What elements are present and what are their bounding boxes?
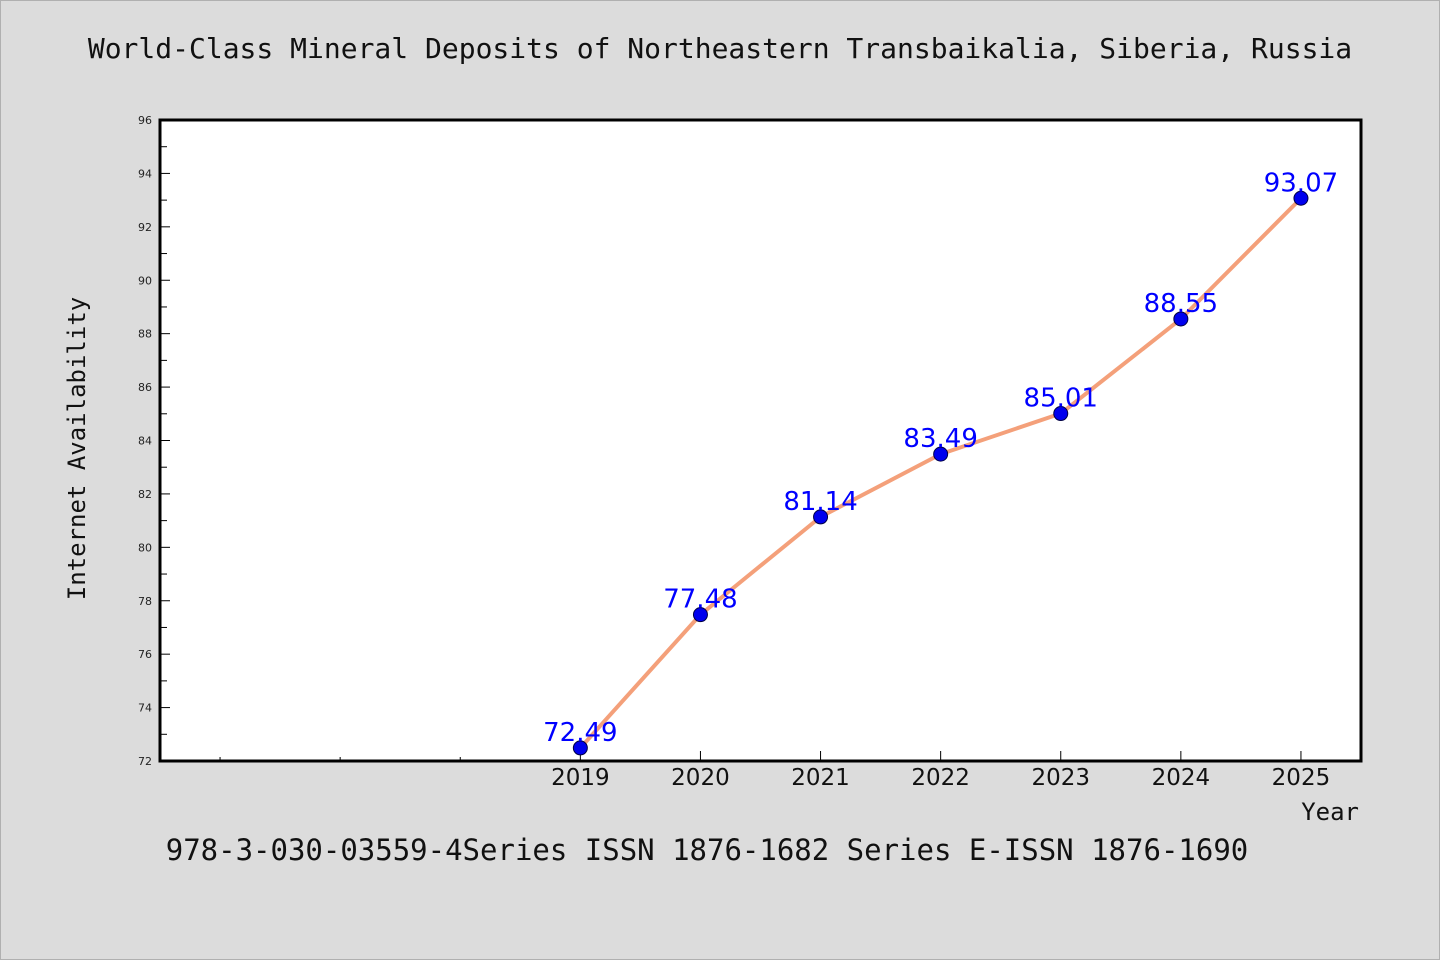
y-tick-label: 94 xyxy=(138,167,152,180)
x-tick-label: 2021 xyxy=(791,765,850,791)
data-label: 72.49 xyxy=(543,718,617,748)
y-tick-label: 78 xyxy=(138,595,152,608)
y-tick-label: 72 xyxy=(138,755,152,768)
y-tick-label: 96 xyxy=(138,114,152,127)
y-tick-label: 92 xyxy=(138,221,152,234)
x-tick-label: 2024 xyxy=(1152,765,1211,791)
y-axis-label: Internet Availability xyxy=(63,297,91,600)
y-tick-label: 76 xyxy=(138,648,152,661)
x-tick-label: 2020 xyxy=(671,765,730,791)
x-tick-label: 2025 xyxy=(1272,765,1331,791)
x-tick-label: 2023 xyxy=(1031,765,1090,791)
data-label: 88.55 xyxy=(1144,289,1218,319)
data-point xyxy=(1173,311,1189,327)
y-tick-label: 88 xyxy=(138,328,152,341)
x-tick-label: 2022 xyxy=(911,765,970,791)
data-point xyxy=(692,607,708,623)
y-tick-label: 86 xyxy=(138,381,152,394)
data-point xyxy=(1053,406,1069,422)
data-point xyxy=(933,446,949,462)
chart-subtitle: 978-3-030-03559-4Series ISSN 1876-1682 S… xyxy=(165,833,1249,867)
data-label: 81.14 xyxy=(783,487,857,517)
x-tick-label: 2019 xyxy=(551,765,610,791)
data-label: 77.48 xyxy=(663,585,737,615)
x-axis-label: Year xyxy=(1301,798,1359,826)
y-tick-label: 74 xyxy=(138,702,152,715)
data-point xyxy=(813,509,829,525)
plot-background xyxy=(160,120,1361,761)
data-label: 83.49 xyxy=(903,424,977,454)
y-tick-label: 84 xyxy=(138,435,152,448)
y-tick-label: 80 xyxy=(138,541,152,554)
plot-area: 72 74 76 78 80 82 84 86 88 90 92 94 96 2019 2020 2021 20… xyxy=(63,114,1363,826)
chart-title: World-Class Mineral Deposits of Northeas… xyxy=(87,32,1353,65)
plot-border xyxy=(158,118,1363,763)
data-point xyxy=(1293,190,1309,206)
y-tick-label: 90 xyxy=(138,274,152,287)
data-point xyxy=(572,740,588,756)
data-label: 85.01 xyxy=(1024,384,1098,414)
y-tick-label: 82 xyxy=(138,488,152,501)
data-label: 93.07 xyxy=(1264,168,1338,198)
